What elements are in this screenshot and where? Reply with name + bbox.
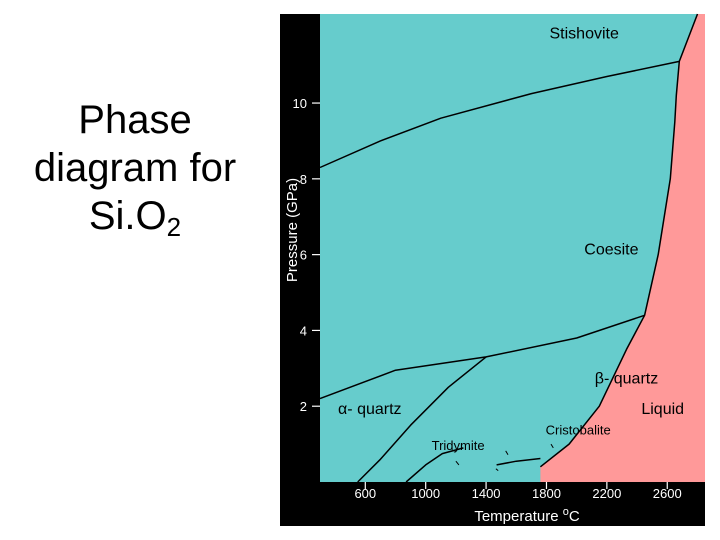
y-tick-label-6: 6 (300, 248, 307, 263)
boundary-markers (455, 443, 554, 471)
x-tick-label-1000: 1000 (411, 486, 440, 501)
title-formula: Si.O (88, 194, 167, 238)
y-tick-label-4: 4 (300, 323, 307, 338)
marker-tick-tridymite (455, 460, 460, 466)
plot-area: Stishovite Coesite β- quartz α- quartz Crist… (319, 13, 705, 483)
liquid-region (540, 14, 705, 482)
x-tick-label-2200: 2200 (592, 486, 621, 501)
phase-label-tridymite: Tridymite (432, 438, 485, 453)
phase-label-alpha-quartz: α- quartz (338, 401, 402, 418)
title-line-1: Phase (78, 98, 192, 142)
boundary-liquidus (539, 13, 699, 468)
x-tick-label-600: 600 (354, 486, 376, 501)
x-axis: 600 1000 1400 1800 2200 2600 (354, 482, 682, 501)
title-formula-subscript: 2 (166, 212, 182, 242)
y-axis: 2 4 6 8 10 (293, 96, 320, 414)
y-axis-label: Pressure (GPa) (284, 178, 301, 282)
x-axis-label: Temperature oC (474, 506, 580, 525)
x-axis-label-text: Temperature (474, 508, 562, 525)
boundary-tridymite-beta-quartz (405, 447, 464, 483)
y-tick-label-8: 8 (300, 172, 307, 187)
marker-dot-a (495, 468, 499, 471)
phase-label-stishovite: Stishovite (550, 26, 619, 43)
marker-dot-b (550, 443, 554, 449)
phase-label-cristobalite: Cristobalite (546, 423, 611, 438)
y-tick-label-2: 2 (300, 399, 307, 414)
title-line-3: Si.O2 (10, 192, 260, 240)
phase-labels: Stishovite Coesite β- quartz α- quartz Crist… (338, 26, 684, 453)
x-axis-label-degree: o (563, 506, 569, 518)
x-tick-label-1800: 1800 (532, 486, 561, 501)
boundary-alpha-beta-quartz (357, 356, 487, 483)
marker-tick-cristobalite (505, 450, 509, 455)
x-axis-label-unit: C (569, 508, 580, 525)
y-tick-label-10: 10 (293, 96, 307, 111)
phase-boundaries (319, 13, 699, 483)
slide-title: Phase diagram for Si.O2 (10, 96, 260, 240)
phase-label-liquid: Liquid (641, 401, 684, 418)
boundary-cristobalite-tridymite (496, 457, 541, 466)
title-line-2: diagram for (33, 146, 237, 190)
x-tick-label-2600: 2600 (653, 486, 682, 501)
x-tick-label-1400: 1400 (472, 486, 501, 501)
phase-label-coesite: Coesite (584, 242, 638, 259)
phase-label-beta-quartz: β- quartz (595, 371, 658, 388)
boundary-stishovite-coesite (319, 60, 680, 169)
